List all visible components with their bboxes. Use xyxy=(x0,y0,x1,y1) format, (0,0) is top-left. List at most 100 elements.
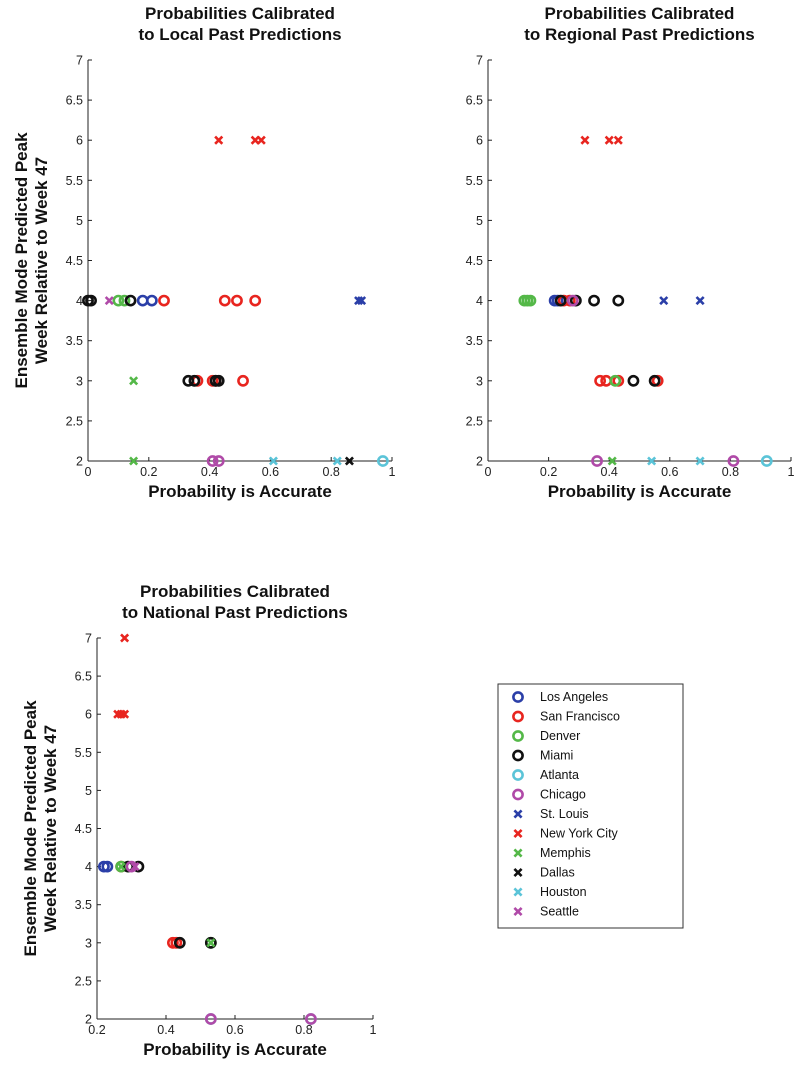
data-point xyxy=(124,294,137,307)
legend-label: Dallas xyxy=(540,866,575,880)
series-denver xyxy=(112,294,131,307)
y-tick-label: 5 xyxy=(476,214,483,228)
legend-marker xyxy=(512,749,524,762)
y-tick-label: 6 xyxy=(85,708,92,722)
data-point xyxy=(101,860,114,873)
series-seattle xyxy=(130,862,140,872)
x-tick-label: 0.8 xyxy=(323,465,340,479)
data-point xyxy=(218,294,231,307)
data-point xyxy=(85,294,97,307)
chart-panel-1: 2 2.5 3 3.5 4 4.5 5 5.5 6 6.5 7 0 0.2 0.4 0.6 0.8 1 Proba… xyxy=(12,4,396,501)
legend-item: St. Louis xyxy=(513,807,589,821)
data-point xyxy=(136,294,149,307)
data-point xyxy=(112,294,125,307)
series-new-york-city xyxy=(580,135,623,145)
legend-marker xyxy=(513,906,523,917)
y-tick-label: 5 xyxy=(76,214,83,228)
legend-marker xyxy=(512,710,524,723)
data-point xyxy=(604,135,614,145)
series-los-angeles xyxy=(136,294,158,307)
legend-label: Miami xyxy=(540,749,573,763)
data-point xyxy=(627,374,640,387)
x-tick-label: 0.8 xyxy=(722,465,739,479)
legend-label: St. Louis xyxy=(540,807,589,821)
y-tick-label: 3 xyxy=(476,374,483,388)
x-tick-label: 0.4 xyxy=(601,465,618,479)
series-san-francisco xyxy=(557,294,664,387)
data-point xyxy=(173,936,186,949)
series-atlanta xyxy=(376,455,389,467)
series-san-francisco xyxy=(115,860,183,949)
data-point xyxy=(145,294,158,307)
data-point xyxy=(332,456,342,466)
y-tick-label: 3.5 xyxy=(66,334,83,348)
x-tick-label: 0.2 xyxy=(140,465,157,479)
chart-title: to Regional Past Predictions xyxy=(524,25,755,44)
legend-label: Los Angeles xyxy=(540,690,608,704)
series-chicago xyxy=(206,455,225,467)
legend-label: Atlanta xyxy=(540,768,579,782)
legend-marker xyxy=(513,809,523,819)
chart-title: to National Past Predictions xyxy=(122,603,348,622)
series-denver xyxy=(115,860,217,949)
data-point xyxy=(727,455,740,467)
legend-item: Atlanta xyxy=(512,768,579,782)
x-axis-label: Probability is Accurate xyxy=(548,482,732,501)
y-tick-label: 4 xyxy=(476,294,483,308)
legend-item: Denver xyxy=(512,729,580,743)
data-point xyxy=(130,862,140,872)
x-tick-label: 0 xyxy=(485,465,492,479)
legend-item: Miami xyxy=(512,749,573,763)
data-point xyxy=(612,294,625,307)
y-tick-label: 4.5 xyxy=(66,254,83,268)
series-st-louis xyxy=(659,296,705,306)
x-tick-label: 0 xyxy=(85,465,92,479)
series-miami xyxy=(82,294,225,387)
x-axis-label: Probability is Accurate xyxy=(148,482,332,501)
data-point xyxy=(214,135,224,145)
data-point xyxy=(647,456,657,466)
series-chicago xyxy=(125,860,317,1025)
legend-label: Seattle xyxy=(540,905,579,919)
series-memphis xyxy=(607,456,617,466)
data-point xyxy=(609,374,622,387)
y-tick-label: 2 xyxy=(76,455,83,469)
y-tick-label: 7 xyxy=(85,632,92,646)
data-point xyxy=(188,374,201,387)
data-point xyxy=(344,456,354,466)
data-point xyxy=(129,376,139,386)
chart-title: Probabilities Calibrated xyxy=(140,582,330,601)
y-tick-label: 4.5 xyxy=(75,822,92,836)
data-point xyxy=(206,938,216,948)
y-axis-label: Week Relative to Week 47 xyxy=(32,157,51,364)
y-tick-label: 3 xyxy=(76,374,83,388)
y-tick-label: 3 xyxy=(85,936,92,950)
legend-marker xyxy=(513,848,523,858)
y-tick-label: 5.5 xyxy=(66,174,83,188)
data-point xyxy=(118,294,131,307)
series-dallas xyxy=(344,456,354,466)
data-point xyxy=(695,296,705,306)
legend-item: San Francisco xyxy=(512,710,620,724)
legend-item: Memphis xyxy=(513,846,591,860)
y-tick-label: 3.5 xyxy=(75,898,92,912)
chart-title: Probabilities Calibrated xyxy=(145,4,335,23)
y-axis-label: Ensemble Mode Predicted Peak xyxy=(12,132,31,389)
legend-item: Dallas xyxy=(513,866,575,880)
data-point xyxy=(760,455,773,467)
data-point xyxy=(158,294,170,307)
legend-label: San Francisco xyxy=(540,710,620,724)
series-miami xyxy=(554,294,661,387)
legend-marker xyxy=(513,887,523,897)
legend-label: Memphis xyxy=(540,846,591,860)
series-chicago xyxy=(566,294,740,467)
data-point xyxy=(648,374,661,387)
data-point xyxy=(237,374,249,387)
data-point xyxy=(212,374,225,387)
y-tick-label: 2 xyxy=(85,1013,92,1027)
legend-marker xyxy=(512,691,524,703)
y-axis-label: Week Relative to Week 47 xyxy=(41,725,60,932)
data-point xyxy=(204,1013,217,1025)
data-point xyxy=(120,709,130,719)
